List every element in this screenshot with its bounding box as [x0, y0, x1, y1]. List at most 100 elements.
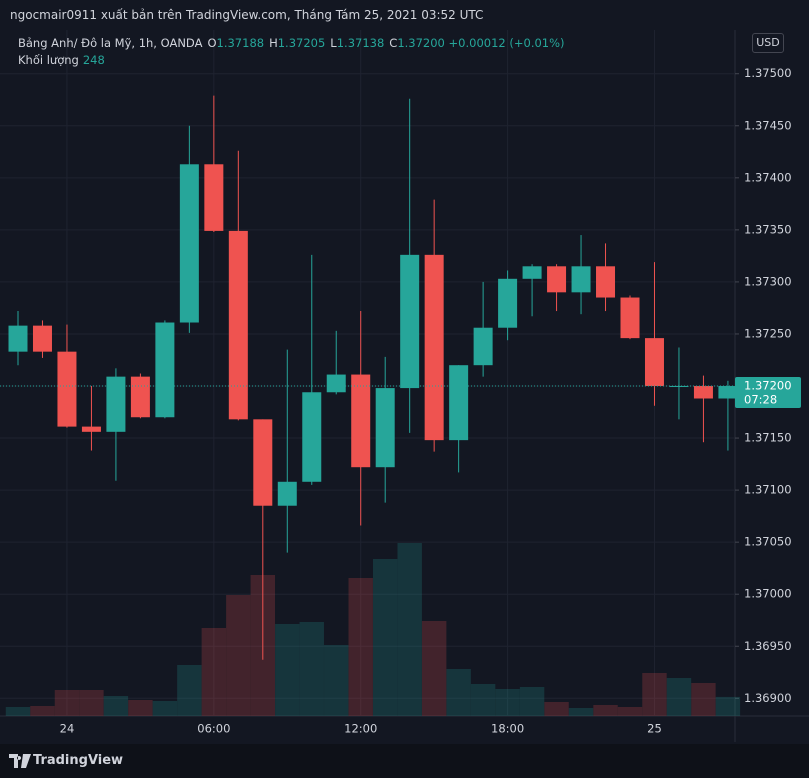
ohlc: O1.37188 H1.37205 L1.37138 C1.37200	[202, 36, 444, 50]
volume-bar	[642, 673, 667, 716]
candle-body	[498, 278, 518, 328]
volume-bar	[324, 645, 349, 716]
candle-body	[522, 266, 542, 279]
candle-body	[253, 419, 273, 506]
volume-value: 248	[82, 53, 105, 67]
y-tick-label: 1.37000	[744, 587, 792, 601]
last-price-label: 1.37200	[744, 379, 792, 393]
volume-row: Khối lượng 248	[18, 52, 565, 69]
y-tick-label: 1.37100	[744, 483, 792, 497]
candle-body	[32, 325, 52, 352]
volume-bar	[421, 621, 447, 716]
volume-bar	[177, 665, 202, 716]
volume-bar	[299, 622, 324, 716]
last-price-box	[735, 377, 801, 409]
ohlc-key: O	[207, 36, 217, 50]
candle-body	[179, 164, 199, 323]
ohlc-key: C	[389, 36, 398, 50]
x-tick-label: 18:00	[491, 722, 524, 736]
logo	[9, 754, 31, 768]
ohlc-value: 1.37138	[336, 36, 385, 50]
candle-body	[204, 164, 224, 231]
candle-body	[106, 376, 126, 432]
candle-body	[228, 230, 248, 420]
volume-bar	[128, 700, 153, 716]
volume-bar	[397, 543, 422, 716]
y-tick-label: 1.37250	[744, 326, 792, 340]
volume-bar	[30, 706, 55, 716]
x-tick-label: 12:00	[344, 722, 377, 736]
volume-bar	[691, 683, 716, 716]
candle-body	[302, 392, 322, 482]
candle-body	[81, 426, 101, 432]
candle-body	[547, 266, 567, 293]
volume-bar	[617, 707, 643, 716]
y-tick-label: 1.37150	[744, 431, 792, 445]
volume-bar	[446, 669, 471, 716]
y-tick-label: 1.37300	[744, 274, 792, 288]
legend: Bảng Anh/ Đô la Mỹ, 1h, OANDA O1.37188 H1.…	[18, 35, 565, 69]
candle-body	[277, 481, 297, 506]
symbol: Bảng Anh/ Đô la Mỹ, 1h, OANDA	[18, 36, 203, 50]
ohlc-key: H	[269, 36, 278, 50]
candle-body	[596, 266, 616, 298]
countdown: 07:28	[744, 393, 777, 407]
candle-body	[351, 374, 371, 468]
candle-body	[326, 374, 346, 393]
candle-body	[571, 266, 591, 293]
candle-body	[57, 351, 77, 427]
volume-bar	[519, 687, 545, 716]
y-tick-label: 1.36950	[744, 639, 792, 653]
x-tick-label: 25	[647, 722, 662, 736]
volume-bar	[568, 708, 594, 716]
ohlc-value: 1.37188	[216, 36, 265, 50]
symbol-row: Bảng Anh/ Đô la Mỹ, 1h, OANDA O1.37188 H1.…	[18, 35, 565, 52]
y-tick-label: 1.37500	[744, 66, 792, 80]
volume-bar	[79, 690, 104, 716]
y-tick-label: 1.37350	[744, 222, 792, 236]
candle-body	[620, 297, 640, 339]
volume-bar	[275, 624, 300, 716]
y-tick-label: 1.37050	[744, 535, 792, 549]
volume-bar	[544, 702, 569, 716]
volume-label: Khối lượng	[18, 53, 79, 67]
ohlc-value: 1.37205	[277, 36, 326, 50]
candle-body	[473, 327, 493, 366]
volume-bar	[152, 701, 178, 716]
volume-bar	[201, 628, 227, 716]
volume-bar	[103, 696, 129, 716]
volume-bar	[5, 707, 31, 716]
volume-bar	[226, 595, 251, 716]
x-tick-label: 24	[60, 722, 75, 736]
volume-bar	[470, 684, 496, 716]
x-tick-label: 06:00	[197, 722, 230, 736]
currency-button[interactable]: USD	[752, 33, 784, 53]
candle-body	[693, 386, 713, 399]
change: +0.00012 (+0.01%)	[448, 36, 565, 50]
volume-bar	[348, 578, 373, 716]
volume-bar	[715, 696, 741, 716]
chart: 1.36900 1.36950 1.37000 1.37050 1.37100 1.371…	[0, 30, 809, 742]
y-tick-label: 1.37450	[744, 118, 792, 132]
volume-bar	[593, 705, 618, 716]
candle-body	[130, 376, 150, 418]
brand: TradingView	[33, 753, 124, 768]
y-tick-label: 1.36900	[744, 691, 792, 705]
publish-title: ngocmair0911 xuất bản trên TradingView.c…	[10, 8, 484, 22]
ohlc-key: L	[330, 36, 337, 50]
volume-bar	[373, 559, 398, 716]
candle-body	[400, 254, 420, 389]
candle-body	[8, 325, 28, 352]
ohlc-value: 1.37200	[397, 36, 445, 50]
candle-body	[718, 386, 738, 399]
candle-body	[155, 322, 175, 418]
candle-body	[375, 388, 395, 468]
y-tick-label: 1.37400	[744, 170, 792, 184]
footer: TradingView	[0, 744, 809, 778]
volume-bar	[54, 690, 80, 716]
volume-bar	[666, 678, 692, 716]
volume-bar	[495, 689, 520, 716]
candle-body	[449, 365, 469, 441]
candle-body	[644, 338, 664, 387]
